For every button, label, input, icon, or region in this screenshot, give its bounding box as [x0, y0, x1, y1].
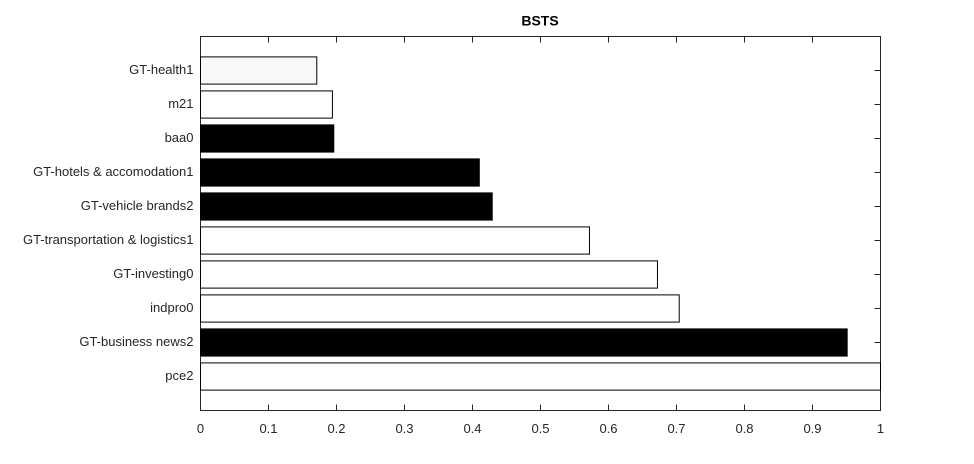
y-tick-label: indpro0: [150, 300, 193, 315]
chart-title: BSTS: [521, 13, 558, 29]
x-tick-label: 0.9: [803, 421, 821, 436]
x-tick-label: 0: [197, 421, 204, 436]
x-tick-label: 0.3: [395, 421, 413, 436]
x-tick-label: 0.6: [599, 421, 617, 436]
bar: [200, 226, 590, 255]
y-tick-label: baa0: [165, 130, 194, 145]
x-tick-label: 0.8: [735, 421, 753, 436]
y-tick-label: m21: [168, 96, 193, 111]
y-tick-label: GT-hotels & accomodation1: [33, 164, 193, 179]
y-tick-label: GT-business news2: [79, 334, 193, 349]
x-tick-label: 1: [877, 421, 884, 436]
y-tick-label: GT-vehicle brands2: [81, 198, 194, 213]
x-tick-label: 0.1: [259, 421, 277, 436]
bar: [200, 158, 480, 187]
bar: [200, 294, 680, 323]
x-tick-label: 0.2: [327, 421, 345, 436]
y-tick-label: GT-investing0: [113, 266, 193, 281]
y-tick-label: pce2: [165, 368, 193, 383]
x-tick-label: 0.4: [463, 421, 481, 436]
x-tick-label: 0.7: [667, 421, 685, 436]
bar: [200, 124, 335, 153]
bar: [200, 260, 658, 289]
bar: [200, 362, 881, 391]
bar: [200, 192, 493, 221]
y-tick-label: GT-health1: [129, 62, 193, 77]
bar: [200, 328, 848, 357]
bar: [200, 56, 318, 85]
bar: [200, 90, 333, 119]
x-tick-label: 0.5: [531, 421, 549, 436]
y-tick-label: GT-transportation & logistics1: [23, 232, 194, 247]
